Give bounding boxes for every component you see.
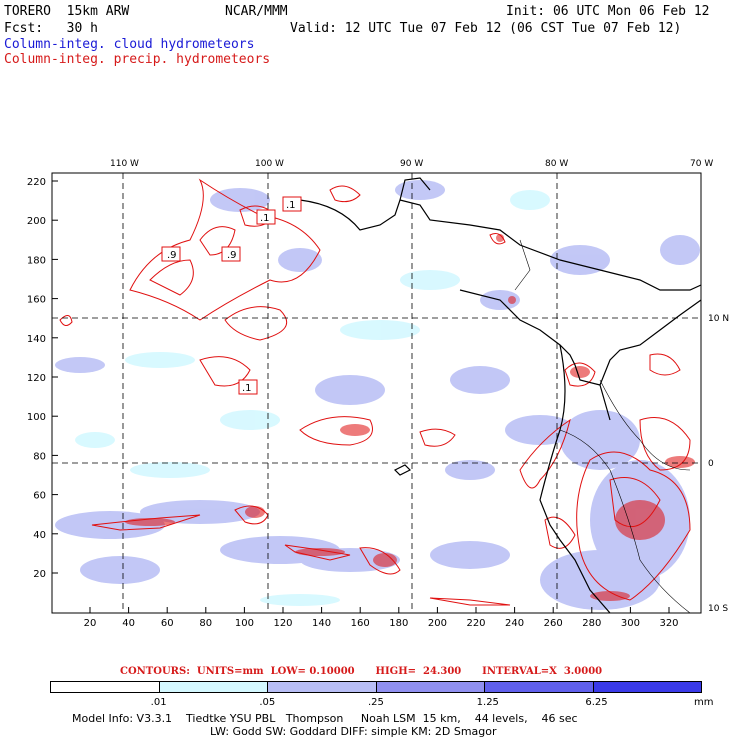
- precip-cores: [125, 234, 695, 601]
- color-bar-bin-label: .25: [368, 697, 384, 708]
- x-tick-label: 320: [659, 618, 678, 629]
- graticule: [52, 173, 701, 613]
- lat-label: 10 S: [708, 604, 728, 614]
- y-tick-label: 120: [27, 373, 46, 384]
- forecast-hour: Fcst: 30 h: [4, 21, 98, 36]
- field-precip-label: Column-integ. precip. hydrometeors: [4, 52, 271, 67]
- x-tick-label: 60: [161, 618, 174, 629]
- x-tick-label: 20: [84, 618, 97, 629]
- x-tick-label: 220: [466, 618, 485, 629]
- contour-label: .1: [242, 383, 252, 394]
- contour-label: .1: [286, 200, 296, 211]
- y-tick-label: 40: [33, 530, 46, 541]
- color-bar-swatch: [485, 682, 594, 692]
- color-bar: [50, 681, 702, 693]
- x-tick-label: 240: [505, 618, 524, 629]
- precip-contours: [59, 178, 691, 606]
- model-info: Model Info: V3.3.1 Tiedtke YSU PBL Thomp…: [72, 712, 578, 725]
- y-tick-label: 200: [27, 216, 46, 227]
- y-tick-label: 140: [27, 334, 46, 345]
- x-tick-label: 100: [235, 618, 254, 629]
- y-tick-label: 180: [27, 255, 46, 266]
- x-tick-label: 140: [312, 618, 331, 629]
- color-bar-swatch: [159, 682, 268, 692]
- y-tick-label: 220: [27, 177, 46, 188]
- color-bar-swatch: [593, 682, 701, 692]
- y-tick-label: 80: [33, 451, 46, 462]
- init-time: Init: 06 UTC Mon 06 Feb 12: [506, 4, 710, 19]
- lon-label: 80 W: [545, 159, 568, 169]
- valid-time: Valid: 12 UTC Tue 07 Feb 12 (06 CST Tue …: [290, 21, 682, 36]
- lon-label: 100 W: [255, 159, 284, 169]
- axis-labels: 110 W 100 W 90 W 80 W 70 W 10 N 0 10 S: [110, 159, 729, 614]
- contour-label: .9: [227, 250, 237, 261]
- color-bar-bin-label: 1.25: [476, 697, 499, 708]
- x-tick-label: 80: [199, 618, 212, 629]
- y-tick-label: 60: [33, 491, 46, 502]
- cloud-shading: [55, 180, 700, 610]
- contour-label: .9: [167, 250, 177, 261]
- color-bar-swatch: [376, 682, 485, 692]
- y-tick-label: 160: [27, 295, 46, 306]
- coastlines: [299, 177, 701, 613]
- contour-labels: .1 .9 .9 .1 .1: [161, 196, 302, 395]
- lat-label: 10 N: [708, 314, 729, 324]
- color-bar-bin-label: 6.25: [585, 697, 608, 708]
- x-tick-label: 160: [351, 618, 370, 629]
- center-name: NCAR/MMM: [225, 4, 288, 19]
- lon-label: 90 W: [400, 159, 423, 169]
- color-bar-bin-label: .01: [150, 697, 167, 708]
- lon-label: 70 W: [690, 159, 713, 169]
- model-title: TORERO 15km ARW: [4, 4, 130, 19]
- color-bar-swatch: [51, 682, 160, 692]
- x-tick-label: 280: [582, 618, 601, 629]
- map-frame: [51, 172, 702, 614]
- y-tick-label: 100: [27, 412, 46, 423]
- borders: [514, 239, 691, 613]
- cloud-shading-light: [75, 190, 550, 606]
- x-tick-label: 40: [122, 618, 135, 629]
- x-tick-label: 180: [389, 618, 408, 629]
- color-bar-swatch: [268, 682, 377, 692]
- y-tick-label: 20: [33, 569, 46, 580]
- field-cloud-label: Column-integ. cloud hydrometeors: [4, 37, 255, 52]
- lon-label: 110 W: [110, 159, 139, 169]
- color-bar-bin-label: .05: [259, 697, 276, 708]
- lat-label: 0: [708, 459, 714, 469]
- contour-label: .1: [260, 213, 270, 224]
- x-tick-label: 260: [544, 618, 563, 629]
- units-label: mm: [694, 697, 714, 708]
- x-tick-label: 120: [273, 618, 292, 629]
- weather-map: .1 .9 .9 .1 .1 110 W 100 W 90 W 80 W 70 …: [27, 159, 729, 629]
- x-tick-label: 200: [428, 618, 447, 629]
- model-info-physics: LW: Godd SW: Goddard DIFF: simple KM: 2D…: [210, 725, 497, 738]
- contours-info: CONTOURS: UNITS=mm LOW= 0.10000 HIGH= 24…: [120, 666, 603, 677]
- x-tick-label: 300: [621, 618, 640, 629]
